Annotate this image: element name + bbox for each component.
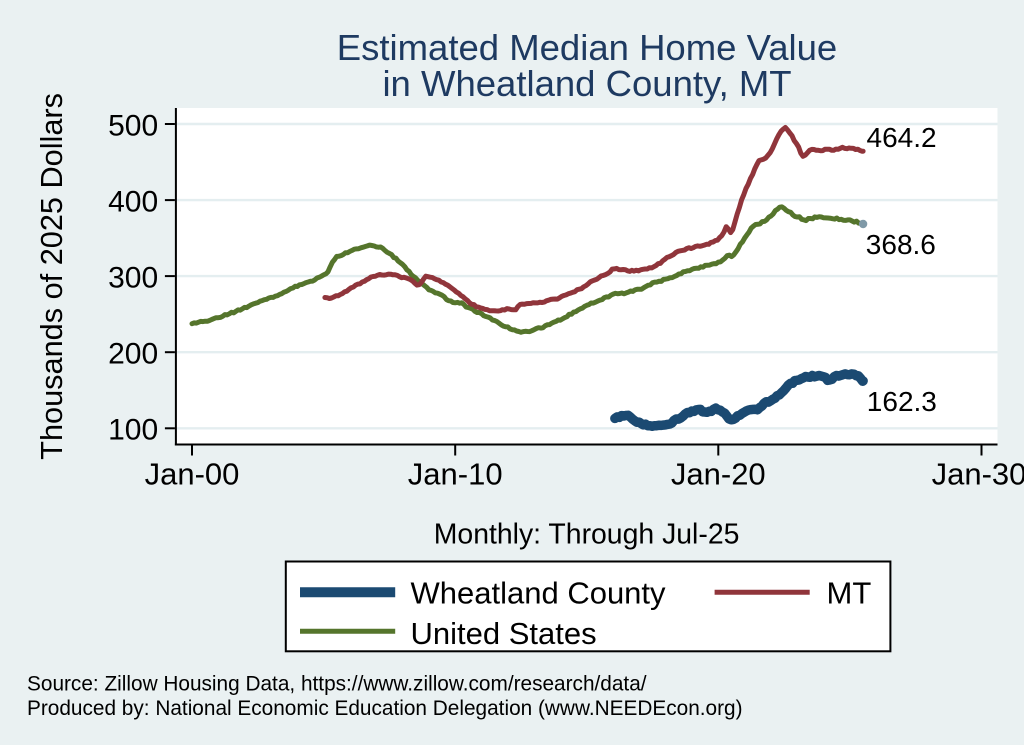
- svg-text:in Wheatland County, MT: in Wheatland County, MT: [382, 63, 791, 104]
- svg-text:Thousands of 2025 Dollars: Thousands of 2025 Dollars: [34, 93, 69, 460]
- svg-text:Wheatland County: Wheatland County: [411, 575, 667, 610]
- svg-text:100: 100: [108, 414, 158, 447]
- svg-text:Jan-00: Jan-00: [145, 456, 240, 491]
- svg-text:500: 500: [108, 109, 158, 142]
- svg-text:United States: United States: [411, 616, 597, 651]
- svg-text:MT: MT: [827, 575, 872, 610]
- svg-text:Jan-10: Jan-10: [408, 456, 503, 491]
- svg-text:Source: Zillow Housing Data, h: Source: Zillow Housing Data, https://www…: [27, 673, 647, 696]
- svg-text:Jan-30: Jan-30: [932, 456, 1024, 491]
- svg-text:Produced by: National Economic: Produced by: National Economic Education…: [27, 697, 743, 720]
- svg-text:400: 400: [108, 185, 158, 218]
- svg-text:368.6: 368.6: [866, 229, 936, 260]
- svg-text:200: 200: [108, 338, 158, 371]
- svg-text:464.2: 464.2: [867, 122, 937, 153]
- svg-text:300: 300: [108, 261, 158, 294]
- svg-text:Estimated Median Home Value: Estimated Median Home Value: [337, 27, 837, 68]
- svg-text:162.3: 162.3: [867, 386, 937, 417]
- svg-text:Monthly: Through Jul-25: Monthly: Through Jul-25: [434, 519, 740, 551]
- svg-text:Jan-20: Jan-20: [671, 456, 766, 491]
